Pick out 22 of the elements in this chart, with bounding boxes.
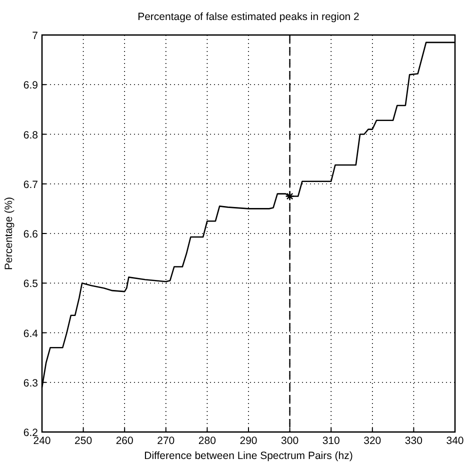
chart-title: Percentage of false estimated peaks in region 2	[138, 11, 360, 23]
x-tick-label: 330	[404, 435, 423, 447]
y-tick-label: 6.3	[23, 377, 38, 390]
x-tick-label: 290	[240, 435, 258, 447]
x-tick-label: 280	[198, 435, 216, 447]
y-tick-label: 6.8	[23, 129, 38, 142]
x-tick-label: 240	[33, 435, 51, 447]
y-tick-label: 6.9	[23, 80, 38, 92]
x-axis-title: Difference between Line Spectrum Pairs (hz)	[144, 450, 353, 462]
x-tick-label: 300	[281, 435, 299, 447]
x-tick-label: 310	[322, 435, 340, 447]
y-tick-label: 6.7	[23, 178, 38, 191]
y-tick-label: 6.4	[23, 328, 38, 340]
y-tick-label: 7	[32, 30, 38, 42]
x-tick-label: 320	[364, 435, 382, 447]
x-tick-label: 340	[446, 435, 464, 447]
y-tick-label: 6.5	[23, 278, 38, 290]
x-tick-label: 250	[74, 435, 92, 447]
x-tick-label: 270	[157, 435, 175, 447]
x-tick-label: 260	[116, 435, 134, 447]
y-axis-title: Percentage (%)	[3, 197, 15, 270]
y-tick-label: 6.6	[23, 228, 38, 240]
